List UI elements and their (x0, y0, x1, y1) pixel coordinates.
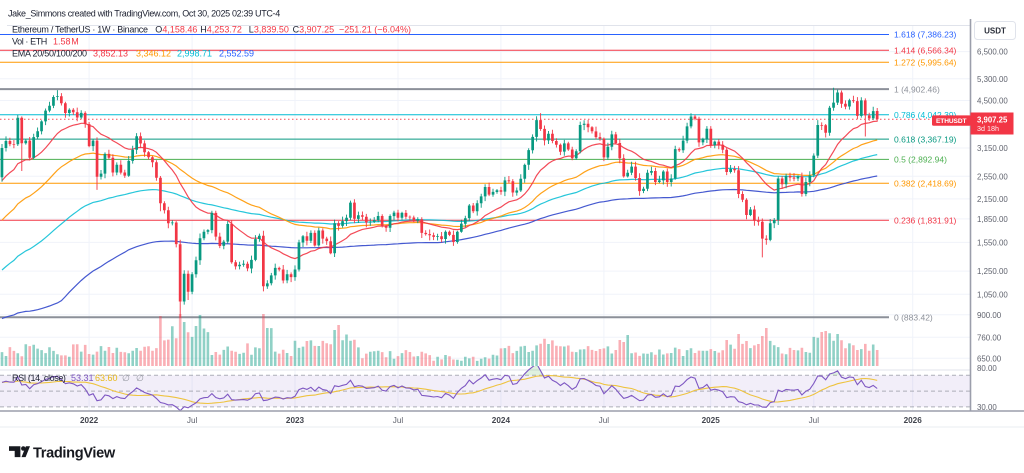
svg-text:Jul: Jul (809, 416, 820, 425)
svg-text:0 (883.42): 0 (883.42) (894, 313, 933, 323)
svg-text:Jul: Jul (599, 416, 610, 425)
svg-text:Ethereum / TetherUS · 1W · Bin: Ethereum / TetherUS · 1W · Binance (12, 25, 148, 35)
svg-text:Jake_Simmons created with Trad: Jake_Simmons created with TradingView.co… (8, 9, 280, 19)
svg-text:ETHUSDT: ETHUSDT (936, 118, 967, 125)
svg-text:3d 18h: 3d 18h (977, 124, 999, 133)
svg-text:4,500.00: 4,500.00 (977, 97, 1008, 106)
svg-text:2024: 2024 (492, 416, 511, 425)
svg-text:∅: ∅ (122, 373, 130, 383)
svg-text:1,850.00: 1,850.00 (977, 215, 1008, 224)
svg-text:EMA 20/50/100/200: EMA 20/50/100/200 (12, 48, 87, 58)
svg-text:5,300.00: 5,300.00 (977, 75, 1008, 84)
svg-text:0.5 (2,892.94): 0.5 (2,892.94) (894, 155, 947, 165)
svg-text:1.58 M: 1.58 M (53, 37, 79, 47)
svg-text:−251.21 (−6.04%): −251.21 (−6.04%) (339, 25, 411, 35)
svg-text:∅: ∅ (136, 373, 144, 383)
svg-text:3,852.13: 3,852.13 (93, 48, 128, 58)
svg-text:H4,253.72: H4,253.72 (200, 25, 242, 35)
svg-text:USDT: USDT (984, 27, 1006, 36)
svg-text:Jul: Jul (393, 416, 404, 425)
svg-text:0.618 (3,367.19): 0.618 (3,367.19) (894, 134, 957, 144)
svg-text:2,552.59: 2,552.59 (219, 48, 254, 58)
svg-text:1,550.00: 1,550.00 (977, 239, 1008, 248)
svg-text:1.414 (6,566.34): 1.414 (6,566.34) (894, 45, 957, 55)
svg-text:2,998.71: 2,998.71 (177, 48, 212, 58)
svg-text:O4,158.46: O4,158.46 (155, 25, 197, 35)
svg-text:2026: 2026 (904, 416, 923, 425)
svg-text:53.31: 53.31 (71, 373, 94, 383)
svg-text:1,250.00: 1,250.00 (977, 267, 1008, 276)
svg-text:RSI (14, close): RSI (14, close) (12, 373, 66, 383)
svg-text:80.00: 80.00 (977, 364, 997, 373)
svg-text:2023: 2023 (286, 416, 305, 425)
svg-text:3,907.25: 3,907.25 (977, 116, 1008, 125)
svg-text:63.60: 63.60 (95, 373, 118, 383)
svg-text:3,150.00: 3,150.00 (977, 144, 1008, 153)
svg-text:2025: 2025 (702, 416, 721, 425)
svg-text:2022: 2022 (80, 416, 99, 425)
svg-text:1 (4,902.46): 1 (4,902.46) (894, 84, 940, 94)
svg-text:6,500.00: 6,500.00 (977, 48, 1008, 57)
svg-text:0.382 (2,418.69): 0.382 (2,418.69) (894, 178, 957, 188)
svg-text:3,346.12: 3,346.12 (136, 48, 171, 58)
svg-text:30.00: 30.00 (977, 403, 997, 412)
svg-text:Jul: Jul (187, 416, 198, 425)
svg-text:0.236 (1,831.91): 0.236 (1,831.91) (894, 215, 957, 225)
svg-text:2,150.00: 2,150.00 (977, 195, 1008, 204)
svg-text:C3,907.25: C3,907.25 (293, 25, 335, 35)
svg-text:1.618 (7,386.23): 1.618 (7,386.23) (894, 30, 957, 40)
svg-text:2,550.00: 2,550.00 (977, 172, 1008, 181)
svg-text:TradingView: TradingView (33, 445, 116, 461)
svg-text:760.00: 760.00 (977, 333, 1002, 342)
svg-text:900.00: 900.00 (977, 311, 1002, 320)
svg-text:650.00: 650.00 (977, 354, 1002, 363)
svg-text:0.786 (4,042.39): 0.786 (4,042.39) (894, 110, 957, 120)
svg-text:1,050.00: 1,050.00 (977, 290, 1008, 299)
svg-text:1.272 (5,995.64): 1.272 (5,995.64) (894, 58, 957, 68)
svg-text:L3,839.50: L3,839.50 (249, 25, 289, 35)
svg-text:Vol · ETH: Vol · ETH (12, 37, 47, 47)
